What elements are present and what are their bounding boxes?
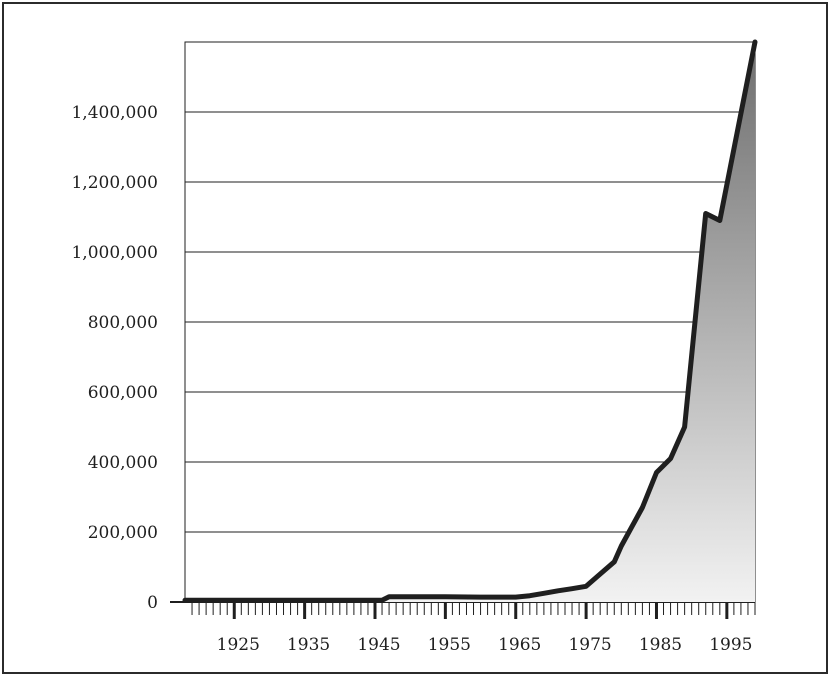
x-tick-label: 1955 — [428, 635, 471, 655]
x-tick-label: 1925 — [217, 635, 260, 655]
y-tick-label: 600,000 — [88, 383, 158, 403]
y-tick-label: 200,000 — [88, 523, 158, 543]
y-tick-label: 1,000,000 — [71, 243, 158, 263]
area-fill — [185, 42, 755, 602]
x-axis: 1925 1935 1945 1955 1965 1975 1985 1995 — [191, 602, 756, 655]
y-tick-label: 1,400,000 — [71, 103, 158, 123]
x-tick-label: 1935 — [287, 635, 330, 655]
y-tick-label: 400,000 — [88, 453, 158, 473]
x-tick-label: 1965 — [498, 635, 541, 655]
y-tick-label: 1,200,000 — [71, 173, 158, 193]
y-tick-label: 0 — [147, 593, 158, 613]
x-tick-label: 1985 — [639, 635, 682, 655]
x-tick-label: 1945 — [357, 635, 400, 655]
x-tick-label: 1995 — [709, 635, 752, 655]
y-axis: 0 200,000 400,000 600,000 800,000 1,000,000 1,… — [71, 103, 158, 613]
x-tick-label: 1975 — [568, 635, 611, 655]
y-tick-label: 800,000 — [88, 313, 158, 333]
series-line — [182, 39, 758, 603]
